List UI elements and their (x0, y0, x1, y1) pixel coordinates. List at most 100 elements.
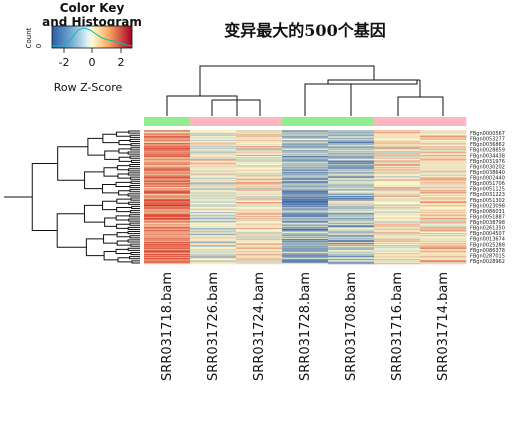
heatmap-cell (282, 252, 329, 254)
heatmap-cell (420, 150, 467, 152)
column-side-color-2 (236, 117, 283, 126)
heatmap-cell (236, 206, 283, 208)
heatmap-cell (420, 256, 467, 258)
heatmap-cell (282, 242, 329, 244)
heatmap-cell (190, 258, 237, 260)
heatmap-cell (190, 150, 237, 152)
row-dendrogram-branch (128, 218, 140, 222)
heatmap-cell (328, 178, 375, 180)
heatmap-cell (144, 246, 191, 248)
heatmap-cell (420, 243, 467, 245)
heatmap-cell (420, 206, 467, 208)
heatmap-cell (236, 175, 283, 177)
heatmap-cell (328, 132, 375, 134)
heatmap-cell (236, 136, 283, 138)
heatmap-cell (190, 158, 237, 160)
heatmap-cell (282, 201, 329, 203)
heatmap-cell (420, 218, 467, 220)
heatmap-cell (420, 227, 467, 229)
heatmap-cell (328, 194, 375, 196)
heatmap-cell (144, 145, 191, 147)
row-dendrogram-branch (127, 226, 140, 230)
heatmap-cell (420, 223, 467, 225)
heatmap-cell (144, 227, 191, 229)
heatmap-cell (144, 173, 191, 175)
heatmap-cell (190, 254, 237, 256)
heatmap-cell (236, 245, 283, 247)
heatmap-cell (374, 171, 421, 173)
heatmap-cell (420, 169, 467, 171)
heatmap-cell (328, 249, 375, 251)
heatmap-cell (144, 257, 191, 259)
heatmap-cell (144, 150, 191, 152)
heatmap-cell (420, 254, 467, 256)
heatmap-cell (236, 246, 283, 248)
heatmap-cell (190, 161, 237, 163)
heatmap-cell (236, 225, 283, 227)
heatmap-cell (236, 205, 283, 207)
heatmap-cell (144, 233, 191, 235)
heatmap-cell (190, 253, 237, 256)
heatmap-cell (420, 176, 467, 178)
row-dendrogram-branch (115, 248, 132, 255)
heatmap-cell (190, 236, 237, 238)
heatmap-cell (190, 251, 237, 253)
heatmap-cell (374, 135, 421, 137)
heatmap-cell (420, 202, 467, 204)
column-side-color-0 (144, 117, 191, 126)
heatmap-cell (282, 163, 329, 165)
heatmap-cell (282, 224, 329, 226)
heatmap-cell (144, 147, 191, 149)
heatmap-cell (190, 154, 237, 156)
heatmap-cell (374, 248, 421, 251)
heatmap-cell (282, 197, 329, 199)
heatmap-cell (190, 190, 237, 192)
heatmap-cell (144, 254, 191, 256)
heatmap-cell (420, 197, 467, 199)
heatmap-cell (282, 197, 329, 199)
heatmap-cell (420, 166, 467, 168)
heatmap-cell (374, 225, 421, 227)
heatmap-cell (328, 255, 375, 257)
heatmap-cell (190, 183, 237, 185)
heatmap-cell (328, 206, 375, 208)
heatmap-cell (420, 248, 467, 250)
heatmap-cell (328, 185, 375, 187)
heatmap-cell (328, 176, 375, 178)
heatmap-cell (282, 170, 329, 172)
heatmap-cell (420, 143, 467, 145)
heatmap-cell (420, 165, 467, 167)
heatmap-cell (282, 232, 329, 234)
heatmap-cell (282, 213, 329, 215)
heatmap-cell (374, 172, 421, 174)
heatmap-cell (420, 142, 467, 144)
row-dendrogram-branch (103, 167, 118, 177)
heatmap-cell (374, 250, 421, 252)
heatmap-cell (190, 152, 237, 154)
heatmap-cell (282, 185, 329, 187)
heatmap-cell (420, 130, 467, 132)
heatmap-cell (144, 213, 191, 215)
heatmap-cell (328, 209, 375, 211)
heatmap-cell (328, 217, 375, 220)
heatmap-cell (282, 174, 329, 176)
heatmap-cell (282, 218, 329, 220)
heatmap-cell (144, 239, 191, 241)
heatmap-cell (236, 150, 283, 152)
heatmap-cell (374, 257, 421, 259)
heatmap-cell (420, 159, 467, 161)
heatmap-cell (328, 144, 375, 146)
heatmap-cell (190, 231, 237, 233)
row-label: FBgn0004507 (470, 231, 505, 237)
heatmap-cell (144, 262, 191, 264)
heatmap-cell (282, 168, 329, 170)
column-side-color-4 (328, 117, 375, 126)
heatmap-cell (282, 217, 329, 220)
color-key-tick-low: -2 (59, 56, 70, 69)
heatmap-cell (236, 243, 283, 245)
heatmap-cell (374, 164, 421, 166)
heatmap-cell (236, 192, 283, 194)
heatmap-cell (420, 154, 467, 156)
heatmap-cell (236, 172, 283, 174)
heatmap-cell (282, 237, 329, 239)
